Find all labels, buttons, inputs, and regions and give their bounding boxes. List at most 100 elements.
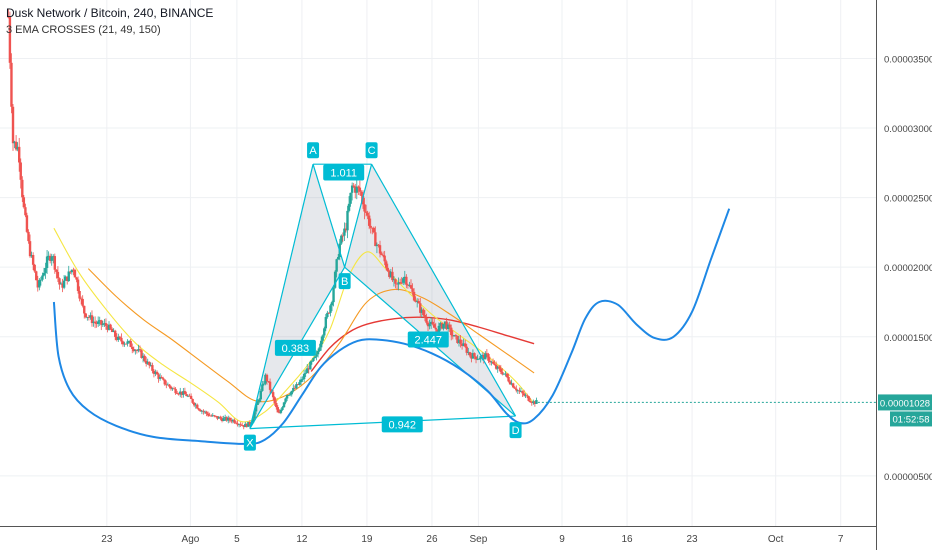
candle-body (411, 288, 414, 292)
candle-body (47, 255, 50, 257)
candle-body (481, 354, 484, 357)
point-label-a[interactable]: A (307, 142, 320, 159)
point-label-x[interactable]: X (243, 434, 256, 451)
candle-body (92, 321, 95, 324)
point-label-box[interactable] (365, 142, 378, 159)
candle-body (335, 259, 338, 272)
candle-body (10, 62, 13, 107)
candle-body (247, 421, 250, 427)
candle-body (502, 373, 506, 375)
candle-body (306, 368, 309, 374)
candle-body (287, 395, 290, 396)
candle-body (292, 387, 295, 391)
candle-body (377, 244, 380, 246)
candle-body (518, 390, 521, 392)
candle-body (530, 402, 533, 404)
candle-body (189, 395, 193, 399)
ratio-label[interactable]: 0.383 (274, 339, 316, 356)
candle-body (236, 423, 239, 425)
x-tick-label: 26 (426, 534, 438, 545)
ratio-label-text: 0.383 (282, 343, 310, 355)
candle-body (278, 412, 281, 414)
harmonic-pattern-labels[interactable]: X A B C D 1.011 0.383 2.447 0.942 (243, 142, 522, 451)
candle-body (395, 283, 399, 285)
point-label-b[interactable]: B (338, 273, 351, 290)
point-label-box[interactable] (509, 422, 522, 439)
candle-body (275, 403, 278, 408)
leg-ab[interactable] (312, 164, 346, 268)
candle-body (532, 401, 535, 404)
candle-body (445, 321, 448, 330)
candle-body (213, 415, 216, 417)
projection-curve[interactable] (52, 208, 731, 445)
candle-body (24, 207, 27, 216)
harmonic-pattern-fill (249, 164, 516, 429)
candle-body (372, 227, 376, 233)
candle-body (367, 215, 371, 226)
leg-xa[interactable] (249, 164, 314, 429)
candle-body (504, 373, 507, 375)
candle-body (484, 353, 487, 360)
candle-body (302, 373, 306, 380)
ratio-label[interactable]: 2.447 (407, 331, 449, 348)
point-label-box[interactable] (307, 142, 320, 159)
leg-cd[interactable] (371, 163, 517, 417)
candle-body (366, 212, 369, 216)
candle-body (67, 271, 70, 282)
candle-body (208, 415, 211, 417)
candle-body (132, 349, 135, 352)
ratio-label-box[interactable] (407, 331, 449, 348)
candle-body (496, 366, 499, 369)
candle-body (33, 264, 36, 272)
ratio-label[interactable]: 0.942 (381, 416, 423, 433)
candle-body (248, 421, 252, 425)
point-label-c[interactable]: C (365, 142, 378, 159)
candle-body (234, 422, 238, 424)
candle-body (369, 225, 372, 228)
candle-body (383, 255, 386, 262)
candle-body (436, 329, 439, 333)
candle-body (44, 268, 47, 273)
ratio-label[interactable]: 1.011 (323, 164, 365, 181)
leg-bc[interactable] (344, 164, 373, 268)
candle-body (217, 417, 221, 419)
candle-body (45, 256, 49, 269)
candle-body (151, 365, 154, 371)
candle-body (429, 321, 433, 325)
candle-body (202, 410, 205, 412)
candle-body (135, 350, 139, 352)
candle-body (465, 346, 468, 353)
ratio-label-box[interactable] (323, 164, 365, 181)
candle-body (171, 388, 174, 390)
candle-body (476, 359, 479, 360)
candle-body (55, 269, 58, 272)
candle-body (210, 415, 213, 417)
candle-body (450, 327, 453, 336)
candle-body (482, 354, 485, 360)
candle-body (471, 353, 475, 359)
point-label-d[interactable]: D (509, 422, 522, 439)
candle-body (268, 381, 272, 390)
point-label-box[interactable] (243, 434, 256, 451)
point-label-box[interactable] (338, 273, 351, 290)
candle-body (174, 388, 177, 394)
candle-body (498, 366, 501, 369)
candle-body (169, 386, 173, 389)
candle-body (388, 271, 391, 277)
candle-body (129, 340, 132, 348)
ratio-label-box[interactable] (381, 416, 423, 433)
ratio-label-text: 1.011 (330, 168, 357, 180)
candle-body (453, 335, 456, 337)
candle-body (285, 395, 289, 399)
candle-body (251, 418, 255, 423)
candle-body (172, 388, 176, 390)
candle-body (363, 204, 366, 212)
ema-150-line (310, 316, 535, 372)
candle-body (468, 352, 472, 356)
ratio-label-box[interactable] (274, 339, 316, 356)
candle-body (392, 279, 396, 281)
candle-body (301, 379, 304, 380)
candle-body (462, 343, 465, 346)
projection-path[interactable] (52, 208, 731, 445)
